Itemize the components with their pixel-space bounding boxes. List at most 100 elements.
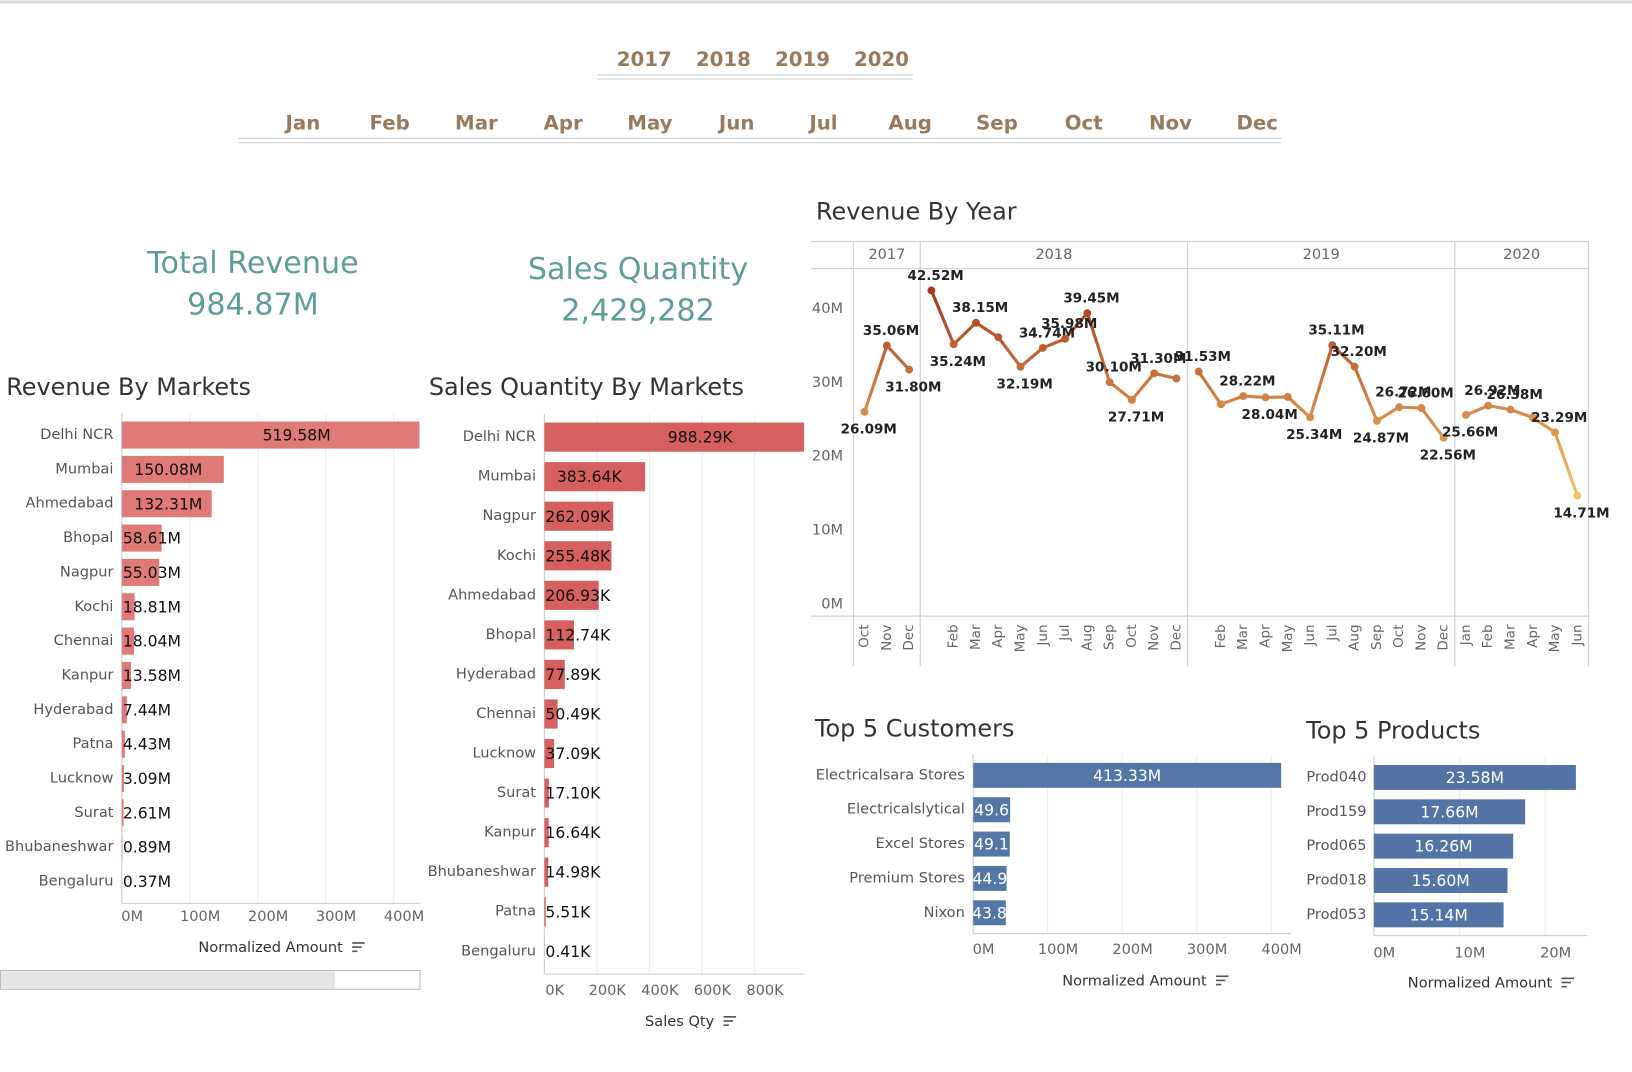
point-label: 35.98M: [1041, 316, 1097, 332]
bar: [1373, 902, 1504, 928]
category-label: Hyderabad: [456, 665, 536, 682]
point-label: 28.22M: [1219, 373, 1275, 389]
x-tick-label: May: [1547, 624, 1563, 652]
bar: [973, 865, 1007, 891]
x-tick-label: Jun: [1302, 624, 1318, 646]
y-tick-label: 40M: [812, 300, 843, 317]
category-label: Hyderabad: [33, 701, 113, 718]
scrollbar-thumb[interactable]: [1, 971, 336, 989]
bar: [544, 580, 599, 610]
category-label: Electricalsara Stores: [816, 766, 965, 783]
year-filter[interactable]: 2019: [775, 48, 830, 71]
point: [1395, 403, 1404, 412]
point: [1484, 401, 1493, 410]
x-tick-label: Sep: [1369, 624, 1385, 649]
bar: [544, 541, 612, 571]
point: [1306, 413, 1315, 422]
x-tick-label: 400M: [384, 908, 424, 925]
bar: [1373, 833, 1514, 859]
bar: [121, 799, 124, 827]
year-filter[interactable]: 2020: [854, 48, 909, 71]
category-label: Kanpur: [484, 824, 536, 841]
bar: [121, 455, 224, 483]
bar: [544, 738, 555, 769]
bar: [544, 620, 574, 650]
category-label: Bhopal: [486, 626, 536, 643]
x-tick-label: Feb: [946, 624, 962, 648]
kpi-value: 984.87M: [187, 287, 319, 322]
month-filter[interactable]: Jan: [284, 111, 321, 134]
point-label: 26.60M: [1397, 385, 1453, 401]
category-label: Kochi: [497, 547, 536, 564]
value-label: 150.08M: [134, 461, 202, 479]
value-label: 519.58M: [263, 427, 331, 445]
category-label: Delhi NCR: [40, 426, 113, 443]
point: [1350, 362, 1359, 371]
bar: [544, 778, 549, 808]
month-filter[interactable]: Sep: [976, 111, 1018, 134]
month-filter[interactable]: Apr: [544, 111, 583, 134]
point: [1283, 392, 1292, 401]
point-label: 26.72M: [1375, 385, 1431, 401]
bar: [121, 833, 123, 861]
month-filter[interactable]: Nov: [1149, 111, 1192, 134]
value-label: 2.61M: [123, 804, 171, 822]
y-tick-label: 0M: [821, 595, 843, 612]
month-filter[interactable]: Feb: [370, 111, 410, 134]
value-label: 0.89M: [123, 839, 171, 857]
point-label: 32.20M: [1331, 344, 1387, 360]
month-filter[interactable]: Dec: [1236, 111, 1278, 134]
point-label: 26.38M: [1487, 387, 1543, 403]
bar: [544, 857, 549, 887]
value-label: 58.61M: [123, 530, 181, 548]
year-filter[interactable]: 2018: [696, 48, 751, 71]
month-filter[interactable]: Jul: [807, 111, 837, 134]
chart-title: Sales Quantity By Markets: [429, 373, 744, 401]
year-header: 2017: [868, 246, 905, 263]
bar: [544, 462, 646, 492]
point: [1061, 334, 1070, 343]
month-filter[interactable]: Aug: [888, 111, 932, 134]
point: [1150, 369, 1159, 378]
category-label: Surat: [497, 784, 536, 801]
point-label: 32.19M: [997, 376, 1053, 392]
category-label: Nixon: [924, 904, 965, 921]
x-tick-label: Apr: [990, 624, 1006, 648]
chart-title: Revenue By Year: [816, 197, 1017, 225]
point: [905, 365, 914, 374]
category-label: Lucknow: [50, 770, 114, 787]
value-label: 413.33M: [1093, 767, 1161, 785]
month-filter[interactable]: May: [627, 111, 672, 134]
x-tick-label: 0M: [1373, 944, 1395, 961]
value-label: 49.1: [974, 836, 1009, 854]
point-label: 25.66M: [1442, 425, 1498, 441]
point: [882, 341, 891, 350]
x-tick-label: 100M: [180, 908, 220, 925]
value-label: 43.8: [972, 904, 1007, 922]
category-label: Kanpur: [62, 666, 114, 683]
x-tick-label: Apr: [1258, 624, 1274, 648]
category-label: Chennai: [476, 705, 536, 722]
x-tick-label: 300M: [316, 908, 356, 925]
year-filter[interactable]: 2017: [617, 48, 672, 71]
value-label: 383.64K: [557, 468, 623, 486]
month-filter[interactable]: Mar: [455, 111, 498, 134]
x-tick-label: 300M: [1187, 941, 1227, 958]
x-tick-label: Oct: [1391, 624, 1407, 647]
value-label: 5.51K: [545, 903, 591, 921]
month-filter[interactable]: Oct: [1065, 111, 1103, 134]
month-filter[interactable]: Jun: [717, 111, 755, 134]
bar: [544, 818, 549, 848]
x-tick-label: Aug: [1079, 624, 1095, 650]
bar: [121, 593, 135, 621]
value-label: 49.6: [974, 801, 1009, 819]
point: [1038, 343, 1047, 352]
kpi-value: 2,429,282: [561, 294, 715, 329]
category-label: Lucknow: [472, 745, 536, 762]
bar: [973, 900, 1006, 926]
point: [1417, 404, 1426, 412]
point-label: 34.74M: [1019, 325, 1075, 341]
value-label: 16.26M: [1414, 838, 1472, 856]
kpi-label: Sales Quantity: [528, 252, 748, 287]
axis-title: Normalized Amount: [1408, 975, 1553, 992]
